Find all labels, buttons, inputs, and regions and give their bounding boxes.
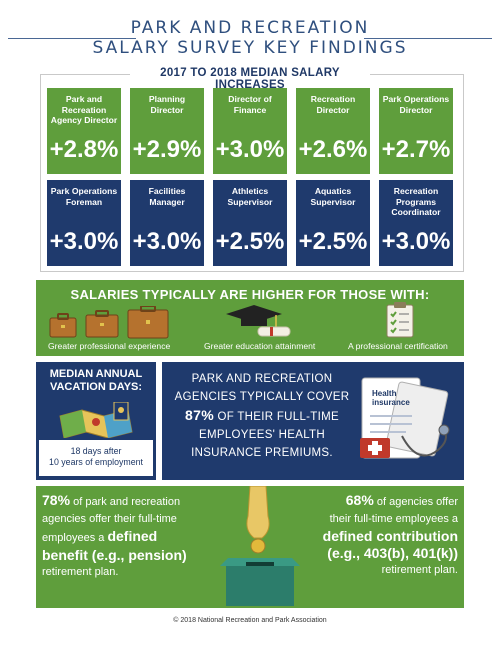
higher-salaries-heading: SALARIES TYPICALLY ARE HIGHER FOR THOSE …: [70, 287, 430, 302]
tile-aquatics-supervisor: Aquatics Supervisor +2.5%: [296, 180, 370, 266]
ret-left-line-3: employees a defined: [42, 528, 232, 547]
retirement-left-text: 78% of park and recreation agencies offe…: [42, 492, 232, 581]
vacation-note: 18 days after 10 years of employment: [39, 440, 153, 476]
vacation-panel: MEDIAN ANNUAL VACATION DAYS: 18 days aft…: [36, 362, 156, 480]
tile-label: Aquatics Supervisor: [310, 186, 356, 207]
coin-ballot-box-icon: [220, 486, 300, 606]
tile-recreation-programs-coordinator: Recreation Programs Coordinator +3.0%: [379, 180, 453, 266]
tile-label: Park Operations Foreman: [50, 186, 118, 207]
health-insurance-icon: [360, 377, 450, 459]
tile-planning-director: Planning Director +2.9%: [130, 88, 204, 174]
health-line-4: EMPLOYEES' HEALTH: [199, 429, 325, 441]
tile-label: Recreation Programs Coordinator: [391, 186, 441, 217]
health-panel: PARK AND RECREATION AGENCIES TYPICALLY C…: [162, 362, 464, 480]
ret-left-t2: agencies offer their full-time: [42, 513, 177, 525]
salary-heading: 2017 TO 2018 MEDIAN SALARY INCREASES: [130, 67, 370, 91]
clipboard-icon: [386, 302, 414, 338]
health-line-2: AGENCIES TYPICALLY COVER: [174, 391, 350, 403]
ret-left-t3: employees a: [42, 532, 105, 544]
page-title: PARK AND RECREATION SALARY SURVEY KEY FI…: [0, 18, 500, 58]
ret-left-line-1: 78% of park and recreation: [42, 492, 232, 511]
tile-value: +3.0%: [215, 136, 285, 163]
tile-park-operations-foreman: Park Operations Foreman +3.0%: [47, 180, 121, 266]
health-line-3: 87% OF THEIR FULL-TIME: [172, 406, 352, 426]
title-line-1: PARK AND RECREATION: [130, 18, 370, 38]
vacation-note-line-1: 18 days after: [70, 446, 122, 456]
tile-value: +3.0%: [381, 228, 451, 255]
graduation-cap-icon: [226, 305, 291, 337]
health-line-3-rest: OF THEIR FULL-TIME: [217, 411, 339, 423]
map-icon: [59, 402, 133, 438]
ret-left-percent: 78%: [42, 492, 71, 508]
ret-left-t1: of park and recreation: [73, 496, 181, 508]
higher-salaries-panel: SALARIES TYPICALLY ARE HIGHER FOR THOSE …: [36, 280, 464, 356]
ret-right-b2: (e.g., 403(b), 401(k)): [327, 545, 458, 561]
tile-value: +2.5%: [215, 228, 285, 255]
ret-left-b1: defined: [107, 528, 158, 544]
title-rule-left: [8, 38, 136, 39]
vacation-heading: MEDIAN ANNUAL VACATION DAYS:: [49, 368, 143, 393]
ret-right-b1: defined contribution: [322, 528, 458, 544]
tile-director-of-finance: Director of Finance +3.0%: [213, 88, 287, 174]
tile-value: +2.9%: [132, 136, 202, 163]
tile-value: +3.0%: [49, 228, 119, 255]
ret-left-t4: retirement plan.: [42, 566, 119, 578]
higher-caption-experience: Greater professional experience: [48, 341, 171, 351]
tile-recreation-director: Recreation Director +2.6%: [296, 88, 370, 174]
tile-park-operations-director: Park Operations Director +2.7%: [379, 88, 453, 174]
tile-label: Planning Director: [148, 94, 186, 115]
tile-label: Park Operations Director: [382, 94, 450, 115]
ret-right-line-1: 68% of agencies offer: [268, 492, 458, 511]
title-line-2: SALARY SURVEY KEY FINDINGS: [92, 38, 408, 58]
ret-right-t1: of agencies offer: [376, 496, 458, 508]
tile-label: Recreation Director: [310, 94, 356, 115]
higher-caption-certification: A professional certification: [348, 341, 448, 351]
higher-caption-education: Greater education attainment: [204, 341, 316, 351]
tile-value: +2.7%: [381, 136, 451, 163]
tile-facilities-manager: Facilities Manager +3.0%: [130, 180, 204, 266]
ret-left-b2: benefit (e.g., pension): [42, 547, 187, 563]
tile-value: +2.8%: [49, 136, 119, 163]
title-rule-right: [364, 38, 492, 39]
retirement-right-text: 68% of agencies offer their full-time em…: [268, 492, 458, 579]
tile-value: +2.5%: [298, 228, 368, 255]
vacation-note-line-2: 10 years of employment: [49, 457, 143, 467]
tile-label: Park and Recreation Agency Director: [50, 94, 118, 125]
health-line-1: PARK AND RECREATION: [191, 373, 333, 385]
footer-copyright: © 2018 National Recreation and Park Asso…: [173, 617, 327, 624]
health-text: PARK AND RECREATION AGENCIES TYPICALLY C…: [172, 370, 352, 462]
ret-right-percent: 68%: [345, 492, 374, 508]
tile-agency-director: Park and Recreation Agency Director +2.8…: [47, 88, 121, 174]
tile-value: +3.0%: [132, 228, 202, 255]
tile-athletics-supervisor: Athletics Supervisor +2.5%: [213, 180, 287, 266]
briefcase-icon: [49, 306, 169, 339]
tile-value: +2.6%: [298, 136, 368, 163]
tile-label: Facilities Manager: [148, 186, 186, 207]
ret-right-t3: retirement plan.: [381, 564, 458, 576]
tile-label: Director of Finance: [228, 94, 272, 115]
retirement-panel: 78% of park and recreation agencies offe…: [36, 486, 464, 608]
tile-label: Athletics Supervisor: [227, 186, 273, 207]
health-icon-title: Health insurance: [372, 389, 410, 407]
health-line-5: INSURANCE PREMIUMS.: [191, 447, 333, 459]
health-percent: 87%: [185, 407, 214, 423]
ret-right-t2: their full-time employees a: [329, 513, 458, 525]
